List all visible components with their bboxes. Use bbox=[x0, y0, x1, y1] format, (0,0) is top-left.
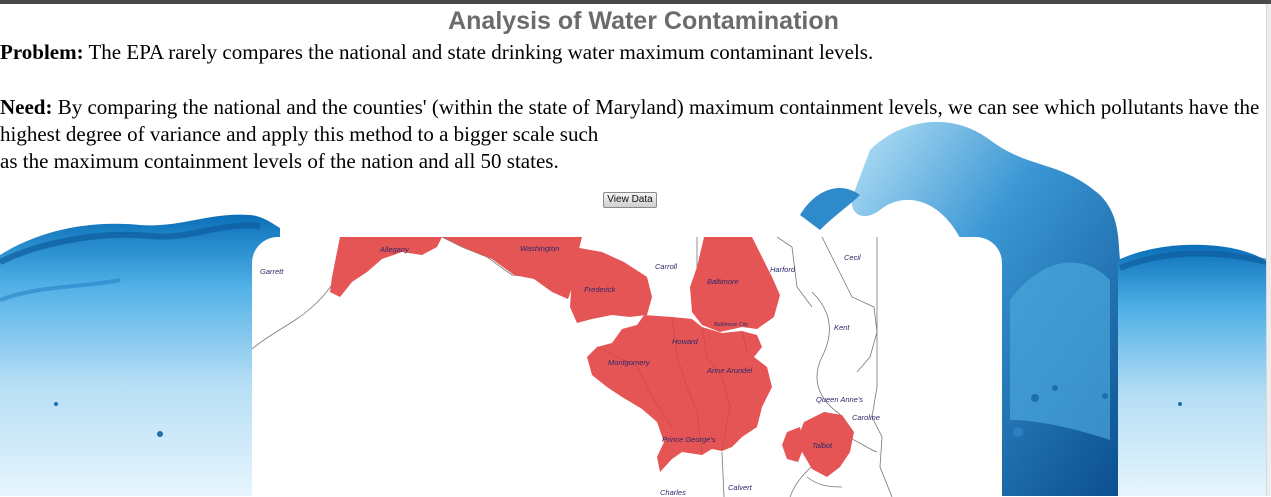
label-harford: Harford bbox=[770, 265, 796, 274]
label-allegany: Allegany bbox=[380, 245, 409, 254]
county-talbot bbox=[798, 412, 854, 477]
label-kent: Kent bbox=[834, 323, 850, 332]
label-cecil: Cecil bbox=[844, 253, 861, 262]
label-baltimore-city: Baltimore City bbox=[714, 322, 749, 328]
label-howard: Howard bbox=[672, 337, 698, 346]
view-data-button[interactable]: View Data bbox=[603, 192, 657, 208]
problem-text: The EPA rarely compares the national and… bbox=[83, 40, 874, 64]
maryland-map[interactable]: Garrett Allegany Washington Frederick Ca… bbox=[252, 237, 1002, 497]
county-central-block bbox=[587, 315, 772, 472]
page-title: Analysis of Water Contamination bbox=[448, 7, 839, 35]
label-caroline: Caroline bbox=[852, 413, 880, 422]
garrett-boundary bbox=[252, 276, 339, 350]
need-statement: Need: By comparing the national and the … bbox=[0, 94, 1262, 175]
county-baltimore bbox=[690, 237, 780, 332]
label-charles: Charles bbox=[660, 488, 686, 497]
window-top-bar bbox=[0, 0, 1271, 4]
label-calvert: Calvert bbox=[728, 483, 752, 492]
label-queen-annes: Queen Anne's bbox=[816, 395, 864, 404]
highlighted-counties bbox=[330, 237, 854, 477]
problem-statement: Problem: The EPA rarely compares the nat… bbox=[0, 39, 873, 66]
need-text: By comparing the national and the counti… bbox=[0, 95, 1260, 173]
label-montgomery: Montgomery bbox=[608, 358, 650, 367]
county-frederick bbox=[570, 247, 652, 323]
label-baltimore: Baltimore bbox=[707, 277, 739, 286]
county-allegany bbox=[330, 237, 442, 297]
page-content: Analysis of Water Contamination Problem:… bbox=[0, 4, 1267, 173]
county-washington bbox=[442, 237, 582, 299]
label-prince-georges: Prince George's bbox=[662, 435, 716, 444]
label-anne-arundel: Anne Arundel bbox=[707, 366, 753, 375]
maryland-county-map bbox=[252, 237, 893, 497]
label-garrett: Garrett bbox=[260, 267, 284, 276]
label-talbot: Talbot bbox=[812, 441, 833, 450]
label-carroll: Carroll bbox=[655, 262, 678, 271]
problem-label: Problem: bbox=[0, 40, 84, 64]
county-talbot-west bbox=[782, 427, 804, 462]
need-label: Need: bbox=[0, 95, 53, 119]
vertical-scrollbar[interactable] bbox=[1266, 4, 1271, 496]
label-frederick: Frederick bbox=[584, 285, 616, 294]
label-washington: Washington bbox=[520, 244, 560, 253]
